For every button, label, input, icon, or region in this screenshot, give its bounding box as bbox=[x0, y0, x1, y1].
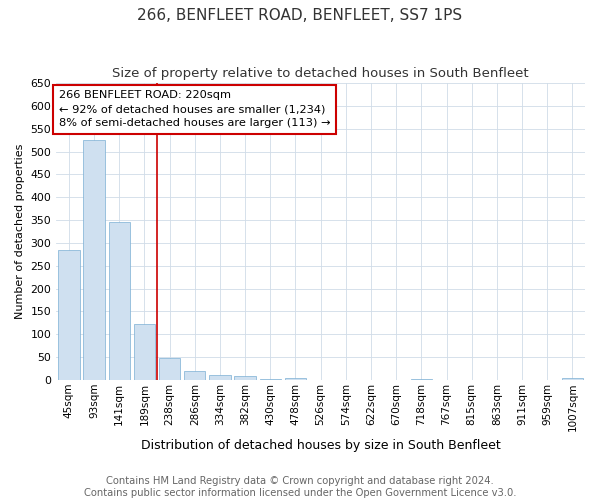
Text: Contains HM Land Registry data © Crown copyright and database right 2024.
Contai: Contains HM Land Registry data © Crown c… bbox=[84, 476, 516, 498]
Bar bbox=[184, 371, 205, 380]
Bar bbox=[285, 378, 306, 380]
Title: Size of property relative to detached houses in South Benfleet: Size of property relative to detached ho… bbox=[112, 68, 529, 80]
Bar bbox=[410, 379, 432, 380]
Bar bbox=[134, 324, 155, 380]
Bar bbox=[209, 376, 230, 380]
Bar bbox=[235, 376, 256, 380]
X-axis label: Distribution of detached houses by size in South Benfleet: Distribution of detached houses by size … bbox=[141, 440, 500, 452]
Y-axis label: Number of detached properties: Number of detached properties bbox=[15, 144, 25, 319]
Bar bbox=[562, 378, 583, 380]
Bar bbox=[58, 250, 80, 380]
Bar bbox=[159, 358, 180, 380]
Bar bbox=[109, 222, 130, 380]
Bar bbox=[83, 140, 105, 380]
Bar bbox=[260, 379, 281, 380]
Text: 266 BENFLEET ROAD: 220sqm
← 92% of detached houses are smaller (1,234)
8% of sem: 266 BENFLEET ROAD: 220sqm ← 92% of detac… bbox=[59, 90, 331, 128]
Text: 266, BENFLEET ROAD, BENFLEET, SS7 1PS: 266, BENFLEET ROAD, BENFLEET, SS7 1PS bbox=[137, 8, 463, 22]
